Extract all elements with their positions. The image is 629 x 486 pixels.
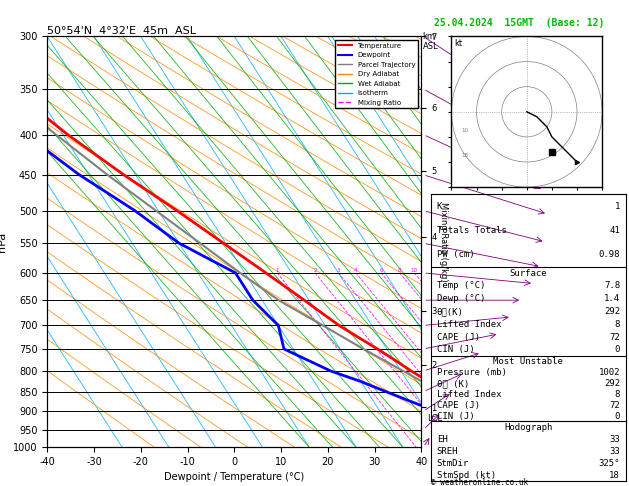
Text: θᴇ(K): θᴇ(K) (437, 307, 464, 316)
Text: 25.04.2024  15GMT  (Base: 12): 25.04.2024 15GMT (Base: 12) (434, 18, 604, 29)
Text: CAPE (J): CAPE (J) (437, 333, 480, 342)
X-axis label: Dewpoint / Temperature (°C): Dewpoint / Temperature (°C) (164, 472, 304, 483)
Text: 33: 33 (610, 447, 620, 456)
Text: Totals Totals: Totals Totals (437, 226, 506, 235)
Text: 50°54'N  4°32'E  45m  ASL: 50°54'N 4°32'E 45m ASL (47, 26, 196, 35)
Text: 10: 10 (411, 268, 418, 273)
Text: StmDir: StmDir (437, 459, 469, 468)
Text: 1: 1 (615, 202, 620, 211)
Text: K: K (437, 202, 442, 211)
Text: Temp (°C): Temp (°C) (437, 281, 485, 291)
Y-axis label: hPa: hPa (0, 232, 8, 252)
Text: 18: 18 (462, 153, 469, 158)
Text: SREH: SREH (437, 447, 458, 456)
Text: 3: 3 (337, 268, 340, 273)
Text: 10: 10 (462, 128, 469, 133)
Text: 72: 72 (610, 333, 620, 342)
Text: 0.98: 0.98 (599, 250, 620, 259)
Text: StmSpd (kt): StmSpd (kt) (437, 470, 496, 480)
Text: CAPE (J): CAPE (J) (437, 401, 480, 410)
Text: 72: 72 (610, 401, 620, 410)
Text: Surface: Surface (509, 269, 547, 278)
Text: 2: 2 (313, 268, 317, 273)
Text: 4: 4 (354, 268, 357, 273)
Text: 292: 292 (604, 307, 620, 316)
Text: 325°: 325° (599, 459, 620, 468)
Text: θᴇ (K): θᴇ (K) (437, 379, 469, 388)
Text: Most Unstable: Most Unstable (493, 357, 564, 366)
Text: 1.4: 1.4 (604, 294, 620, 303)
Text: 1002: 1002 (599, 368, 620, 377)
Text: 292: 292 (604, 379, 620, 388)
Text: 0: 0 (615, 346, 620, 354)
Text: CIN (J): CIN (J) (437, 346, 474, 354)
Text: Hodograph: Hodograph (504, 423, 552, 432)
Text: 7.8: 7.8 (604, 281, 620, 291)
Text: LCL: LCL (427, 414, 442, 423)
Text: © weatheronline.co.uk: © weatheronline.co.uk (431, 478, 528, 486)
Text: 0: 0 (615, 412, 620, 420)
Text: 6: 6 (379, 268, 383, 273)
Text: 33: 33 (610, 435, 620, 444)
Legend: Temperature, Dewpoint, Parcel Trajectory, Dry Adiabat, Wet Adiabat, Isotherm, Mi: Temperature, Dewpoint, Parcel Trajectory… (335, 40, 418, 108)
Text: 8: 8 (398, 268, 401, 273)
Text: kt: kt (455, 39, 462, 49)
Text: CIN (J): CIN (J) (437, 412, 474, 420)
Text: Dewp (°C): Dewp (°C) (437, 294, 485, 303)
Text: 41: 41 (610, 226, 620, 235)
Text: PW (cm): PW (cm) (437, 250, 474, 259)
Text: 18: 18 (610, 470, 620, 480)
Text: km
ASL: km ASL (423, 32, 438, 51)
Text: 1: 1 (276, 268, 279, 273)
Text: Pressure (mb): Pressure (mb) (437, 368, 506, 377)
Text: Lifted Index: Lifted Index (437, 320, 501, 329)
Y-axis label: Mixing Ratio (g/kg): Mixing Ratio (g/kg) (438, 202, 448, 281)
Text: 8: 8 (615, 390, 620, 399)
Text: EH: EH (437, 435, 447, 444)
Text: 8: 8 (615, 320, 620, 329)
Text: Lifted Index: Lifted Index (437, 390, 501, 399)
